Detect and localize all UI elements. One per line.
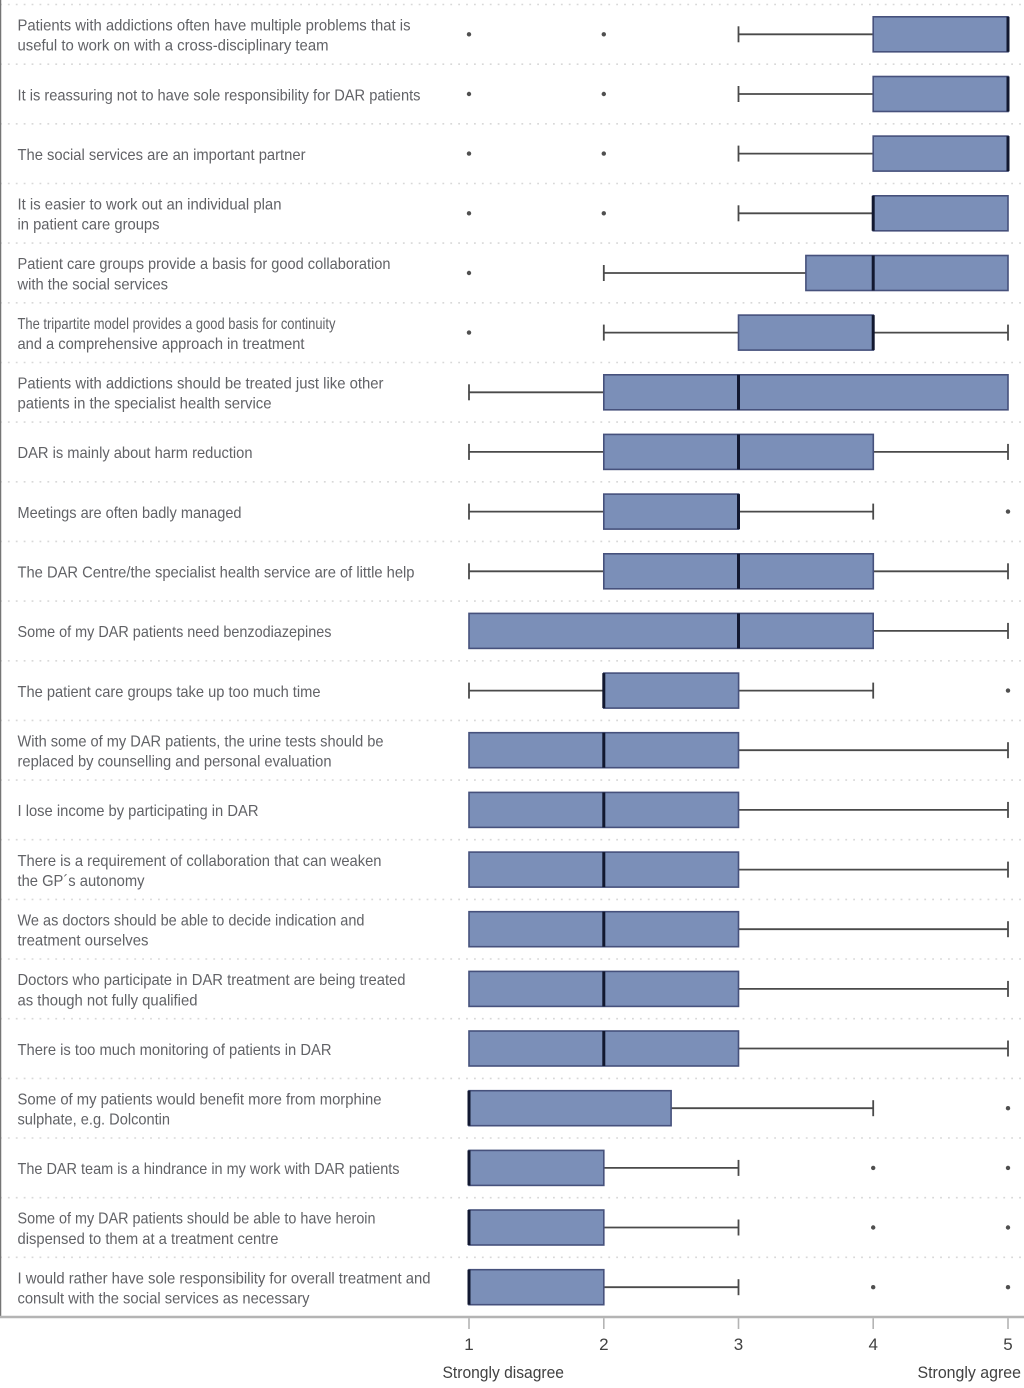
svg-text:Patient care groups provide a: Patient care groups provide a basis for … <box>18 256 391 273</box>
svg-text:replaced by counselling and pe: replaced by counselling and personal eva… <box>18 754 332 771</box>
svg-text:with the social services: with the social services <box>17 276 168 293</box>
svg-text:There is a requirement of coll: There is a requirement of collaboration … <box>18 853 382 870</box>
svg-text:Some of my patients would bene: Some of my patients would benefit more f… <box>18 1091 382 1108</box>
svg-text:Strongly agree: Strongly agree <box>918 1363 1022 1382</box>
svg-text:treatment ourselves: treatment ourselves <box>18 933 149 950</box>
svg-text:useful to work on with a cross: useful to work on with a cross-disciplin… <box>18 38 329 55</box>
svg-text:Some of my DAR patients should: Some of my DAR patients should be able t… <box>18 1211 376 1228</box>
svg-text:We as doctors should be able t: We as doctors should be able to decide i… <box>18 912 365 929</box>
svg-text:With some of my DAR patients,: With some of my DAR patients, the urine … <box>18 733 384 750</box>
svg-text:The social services are an imp: The social services are an important par… <box>18 147 307 164</box>
svg-text:patients in the specialist hea: patients in the specialist health servic… <box>18 396 272 413</box>
svg-text:I lose income by participating: I lose income by participating in DAR <box>18 803 259 820</box>
svg-text:3: 3 <box>734 1335 743 1354</box>
svg-text:4: 4 <box>868 1335 877 1354</box>
svg-text:The DAR team is a hindrance in: The DAR team is a hindrance in my work w… <box>18 1161 400 1178</box>
svg-text:It is reassuring not to have s: It is reassuring not to have sole respon… <box>18 87 421 104</box>
svg-text:I would rather have sole respo: I would rather have sole responsibility … <box>18 1270 431 1287</box>
svg-text:It is easier to work out an in: It is easier to work out an individual p… <box>18 197 282 214</box>
svg-text:Patients with addictions shoul: Patients with addictions should be treat… <box>18 376 385 393</box>
svg-text:The DAR Centre/the specialist: The DAR Centre/the specialist health ser… <box>18 565 415 582</box>
svg-text:the GP´s autonomy: the GP´s autonomy <box>18 873 145 890</box>
svg-text:The tripartite model provides: The tripartite model provides a good bas… <box>18 316 336 333</box>
svg-text:Doctors who participate in DAR: Doctors who participate in DAR treatment… <box>18 972 406 989</box>
svg-text:5: 5 <box>1003 1335 1012 1354</box>
svg-text:Some of my DAR patients need b: Some of my DAR patients need benzodiazep… <box>18 624 332 641</box>
svg-text:as though not fully qualified: as though not fully qualified <box>18 992 198 1009</box>
svg-text:DAR is mainly about harm reduc: DAR is mainly about harm reduction <box>18 445 253 462</box>
svg-text:Patients with addictions often: Patients with addictions often have mult… <box>18 18 411 35</box>
svg-text:2: 2 <box>599 1335 608 1354</box>
svg-text:dispensed to them at a treatme: dispensed to them at a treatment centre <box>18 1231 279 1248</box>
svg-text:Meetings are often badly manag: Meetings are often badly managed <box>18 505 242 522</box>
svg-text:and a comprehensive approach i: and a comprehensive approach in treatmen… <box>18 336 306 353</box>
svg-text:Strongly disagree: Strongly disagree <box>443 1363 565 1382</box>
svg-text:There is too much monitoring o: There is too much monitoring of patients… <box>18 1042 332 1059</box>
svg-text:1: 1 <box>464 1335 473 1354</box>
svg-text:sulphate, e.g. Dolcontin: sulphate, e.g. Dolcontin <box>18 1112 171 1129</box>
svg-text:consult with the social servic: consult with the social services as nece… <box>18 1291 310 1308</box>
svg-text:in patient care groups: in patient care groups <box>18 217 160 234</box>
svg-text:The patient care groups take u: The patient care groups take up too much… <box>18 684 321 701</box>
